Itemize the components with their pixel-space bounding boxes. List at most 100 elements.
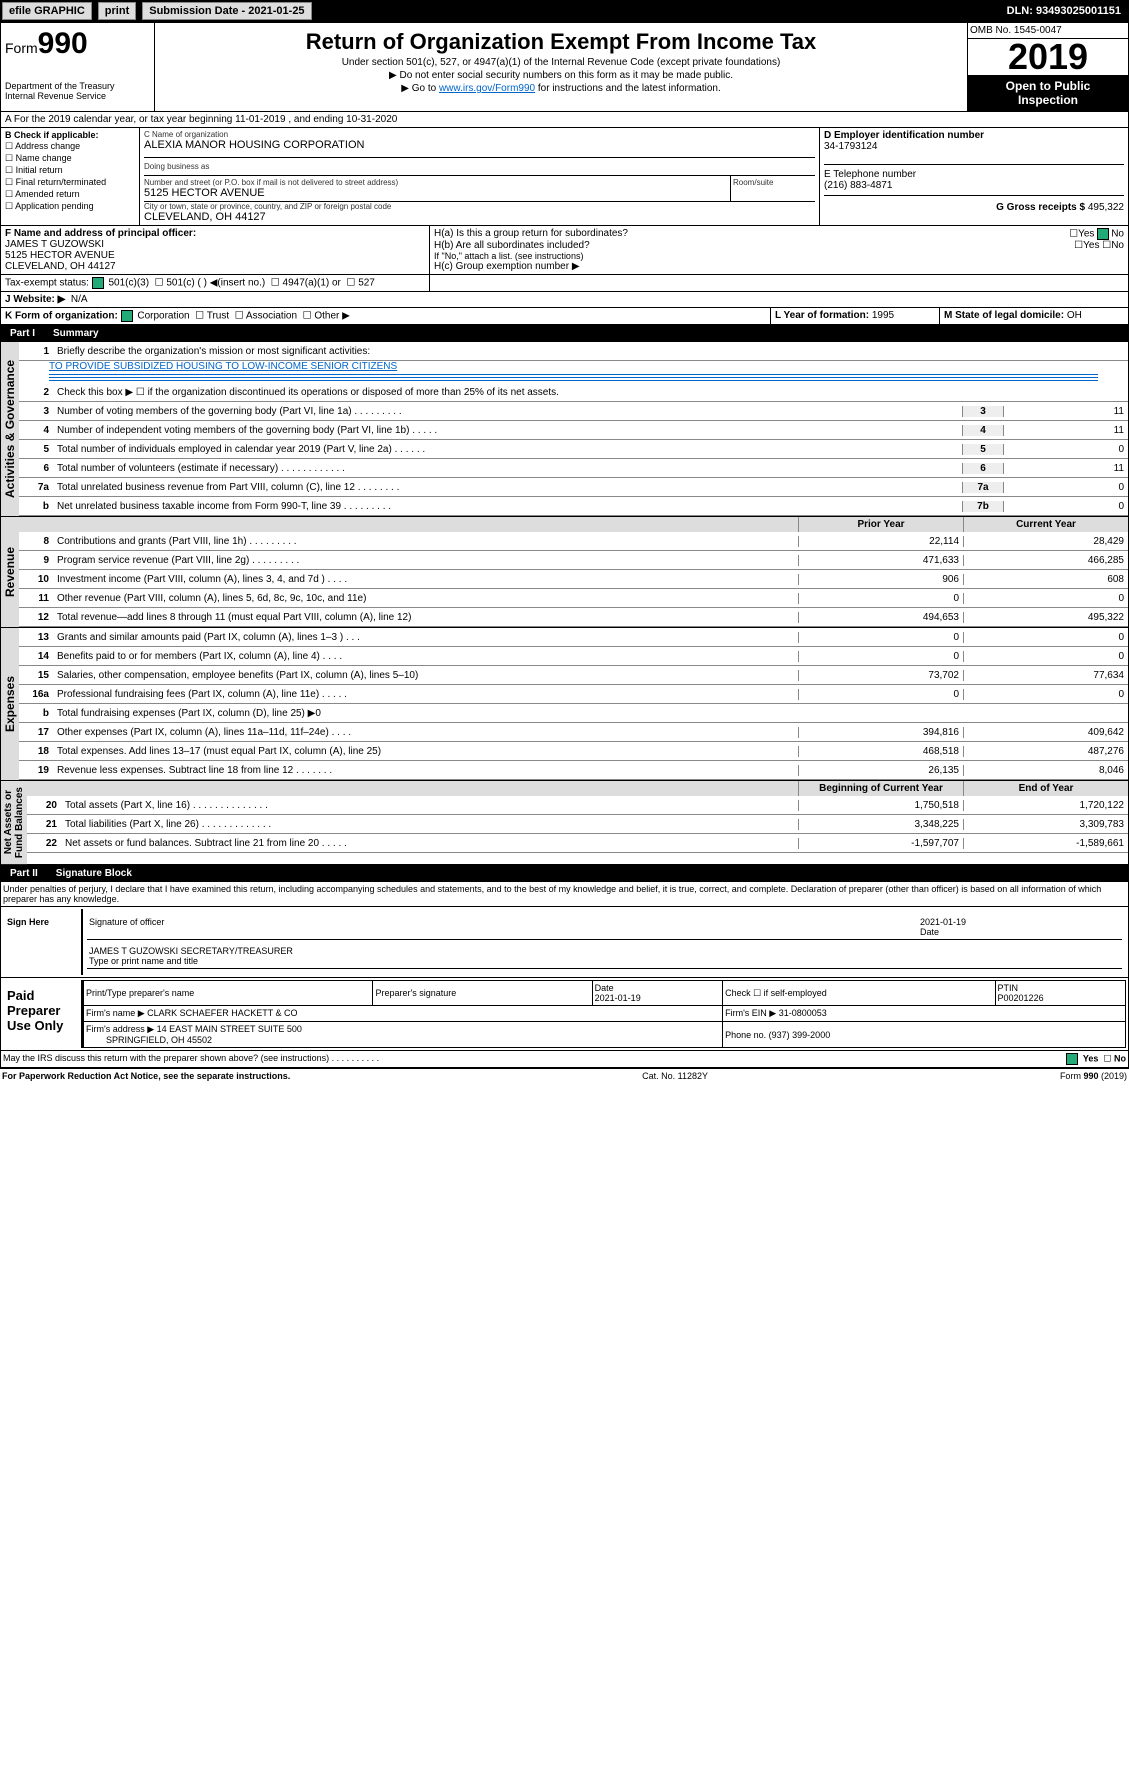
financial-row: 13Grants and similar amounts paid (Part … <box>19 628 1128 647</box>
financial-row: 9Program service revenue (Part VIII, lin… <box>19 551 1128 570</box>
h-a: H(a) Is this a group return for subordin… <box>434 228 628 240</box>
top-toolbar: efile GRAPHIC print Submission Date - 20… <box>0 0 1129 22</box>
discuss-yes-check[interactable] <box>1066 1053 1078 1065</box>
ha-no-check[interactable] <box>1097 228 1109 240</box>
org-name: ALEXIA MANOR HOUSING CORPORATION <box>144 139 815 151</box>
addr-label: Number and street (or P.O. box if mail i… <box>144 178 730 187</box>
financial-row: 11Other revenue (Part VIII, column (A), … <box>19 589 1128 608</box>
sign-here-block: Sign Here Signature of officer 2021-01-19… <box>0 907 1129 978</box>
financial-row: bTotal fundraising expenses (Part IX, co… <box>19 704 1128 723</box>
part1-header: Part ISummary <box>0 325 1129 342</box>
tax-year: 2019 <box>968 39 1128 75</box>
efile-label: efile GRAPHIC <box>2 2 92 20</box>
ptin: P00201226 <box>998 993 1044 1003</box>
officer-city: CLEVELAND, OH 44127 <box>5 261 425 272</box>
financial-row: 20Total assets (Part X, line 16) . . . .… <box>27 796 1128 815</box>
ein-value: 34-1793124 <box>824 141 1124 152</box>
form-footer: Form 990 (2019) <box>1060 1071 1127 1081</box>
current-year-hdr: Current Year <box>963 517 1128 532</box>
financial-row: 18Total expenses. Add lines 13–17 (must … <box>19 742 1128 761</box>
perjury-text: Under penalties of perjury, I declare th… <box>0 882 1129 907</box>
room-label: Room/suite <box>733 178 813 187</box>
mission-text: TO PROVIDE SUBSIDIZED HOUSING TO LOW-INC… <box>49 361 397 372</box>
boy-hdr: Beginning of Current Year <box>798 781 963 796</box>
box-f: F Name and address of principal officer:… <box>1 226 430 274</box>
right-info: D Employer identification number 34-1793… <box>820 128 1128 225</box>
submission-date: Submission Date - 2021-01-25 <box>142 2 311 20</box>
discuss-row: May the IRS discuss this return with the… <box>0 1051 1129 1068</box>
prior-year-hdr: Prior Year <box>798 517 963 532</box>
firm-phone: (937) 399-2000 <box>769 1030 831 1040</box>
summary-row: 5Total number of individuals employed in… <box>19 440 1128 459</box>
check-app-pending[interactable]: ☐ Application pending <box>5 201 135 212</box>
line2-desc: Check this box ▶ ☐ if the organization d… <box>55 385 1128 400</box>
summary-row: 7aTotal unrelated business revenue from … <box>19 478 1128 497</box>
box-h: H(a) Is this a group return for subordin… <box>430 226 1128 274</box>
street-address: 5125 HECTOR AVENUE <box>144 187 730 199</box>
subtitle-1: Under section 501(c), 527, or 4947(a)(1)… <box>159 57 963 68</box>
financial-row: 16aProfessional fundraising fees (Part I… <box>19 685 1128 704</box>
form-number: Form990 <box>5 27 150 61</box>
financial-row: 21Total liabilities (Part X, line 26) . … <box>27 815 1128 834</box>
subtitle-2: ▶ Do not enter social security numbers o… <box>159 70 963 81</box>
pra-notice: For Paperwork Reduction Act Notice, see … <box>2 1071 290 1081</box>
h-b-note: If "No," attach a list. (see instruction… <box>434 251 1124 261</box>
financial-row: 14Benefits paid to or for members (Part … <box>19 647 1128 666</box>
discuss-question: May the IRS discuss this return with the… <box>3 1053 379 1065</box>
officer-name-title: JAMES T GUZOWSKI SECRETARY/TREASURER <box>89 946 293 956</box>
h-c: H(c) Group exemption number ▶ <box>434 261 1124 272</box>
sign-here-label: Sign Here <box>3 909 83 975</box>
website: J Website: ▶ N/A <box>1 292 92 307</box>
financial-row: 8Contributions and grants (Part VIII, li… <box>19 532 1128 551</box>
dept-treasury: Department of the Treasury Internal Reve… <box>5 81 150 101</box>
sig-officer-label: Signature of officer <box>89 917 164 927</box>
prep-date: 2021-01-19 <box>595 993 641 1003</box>
financial-row: 10Investment income (Part VIII, column (… <box>19 570 1128 589</box>
footer: For Paperwork Reduction Act Notice, see … <box>0 1068 1129 1083</box>
financial-row: 17Other expenses (Part IX, column (A), l… <box>19 723 1128 742</box>
line1-desc: Briefly describe the organization's miss… <box>55 344 1128 359</box>
summary-row: 4Number of independent voting members of… <box>19 421 1128 440</box>
summary-row: 6Total number of volunteers (estimate if… <box>19 459 1128 478</box>
sig-date: 2021-01-19 <box>920 917 966 927</box>
paid-prep-label: Paid Preparer Use Only <box>3 980 83 1048</box>
officer-name: JAMES T GUZOWSKI <box>5 239 425 250</box>
line-a: A For the 2019 calendar year, or tax yea… <box>1 112 401 127</box>
check-amended[interactable]: ☐ Amended return <box>5 189 135 200</box>
state-domicile: M State of legal domicile: OH <box>940 308 1128 324</box>
part2-header: Part IISignature Block <box>0 865 1129 882</box>
firm-addr: 14 EAST MAIN STREET SUITE 500 <box>157 1024 302 1034</box>
financial-row: 22Net assets or fund balances. Subtract … <box>27 834 1128 853</box>
financial-row: 19Revenue less expenses. Subtract line 1… <box>19 761 1128 780</box>
dln: DLN: 93493025001151 <box>1007 5 1127 17</box>
summary-row: bNet unrelated business taxable income f… <box>19 497 1128 516</box>
vert-governance: Activities & Governance <box>1 342 19 516</box>
h-b: H(b) Are all subordinates included? <box>434 240 590 251</box>
ein-label: D Employer identification number <box>824 130 1124 141</box>
box-c: C Name of organization ALEXIA MANOR HOUS… <box>140 128 820 225</box>
check-name-change[interactable]: ☐ Name change <box>5 153 135 164</box>
self-employed: Check ☐ if self-employed <box>723 981 995 1006</box>
tax-exempt: Tax-exempt status: 501(c)(3) ☐ 501(c) ( … <box>1 275 430 291</box>
paid-preparer-block: Paid Preparer Use Only Print/Type prepar… <box>0 978 1129 1051</box>
check-initial-return[interactable]: ☐ Initial return <box>5 165 135 176</box>
dba-label: Doing business as <box>144 162 815 171</box>
box-b: B Check if applicable: ☐ Address change … <box>1 128 140 225</box>
box-b-header: B Check if applicable: <box>5 130 135 140</box>
firm-name: CLARK SCHAEFER HACKETT & CO <box>147 1008 297 1018</box>
open-public: Open to Public Inspection <box>968 75 1128 111</box>
print-button[interactable]: print <box>98 2 136 20</box>
form-title: Return of Organization Exempt From Incom… <box>159 29 963 55</box>
check-address-change[interactable]: ☐ Address change <box>5 141 135 152</box>
city-label: City or town, state or province, country… <box>144 202 815 211</box>
firm-ein: 31-0800053 <box>779 1008 827 1018</box>
subtitle-3: ▶ Go to www.irs.gov/Form990 for instruct… <box>159 83 963 94</box>
irs-link[interactable]: www.irs.gov/Form990 <box>439 83 535 94</box>
financial-row: 15Salaries, other compensation, employee… <box>19 666 1128 685</box>
vert-revenue: Revenue <box>1 517 19 627</box>
check-final-return[interactable]: ☐ Final return/terminated <box>5 177 135 188</box>
eoy-hdr: End of Year <box>963 781 1128 796</box>
check-501c3[interactable] <box>92 277 104 289</box>
vert-netassets: Net Assets or Fund Balances <box>1 781 27 864</box>
check-corp[interactable] <box>121 310 133 322</box>
